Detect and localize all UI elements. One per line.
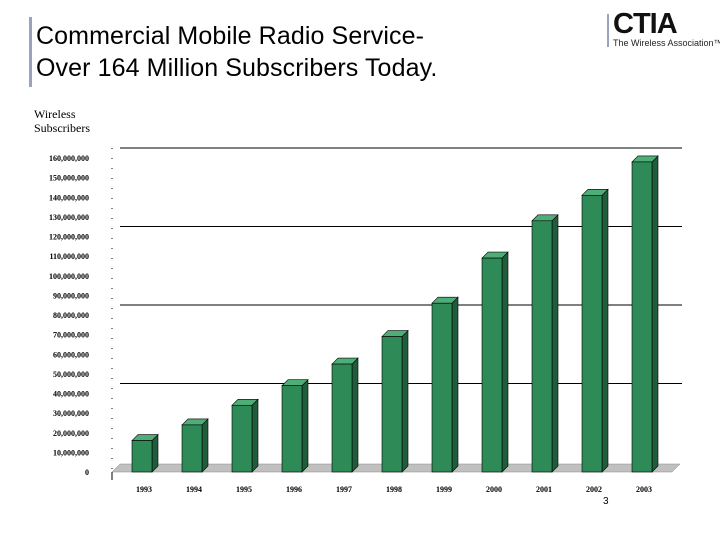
x-tick-label: 2002 xyxy=(586,485,602,494)
bar-2000 xyxy=(481,257,503,473)
bar-1996 xyxy=(281,385,303,473)
bar-2003 xyxy=(631,161,653,473)
y-tick-label: 30,000,000 xyxy=(53,409,89,418)
bar-side-1998 xyxy=(401,329,409,473)
y-tick-label: 0 xyxy=(85,468,89,477)
bar-side-1999 xyxy=(451,296,459,473)
bar-1999 xyxy=(431,302,453,473)
title-accent-bar xyxy=(29,17,32,87)
y-tick-label: 140,000,000 xyxy=(49,193,89,202)
bar-side-2002 xyxy=(601,188,609,473)
x-tick-label: 1993 xyxy=(136,485,152,494)
y-tick-label: 90,000,000 xyxy=(53,291,89,300)
y-axis-label: Wireless Subscribers xyxy=(34,107,90,135)
bar-side-1996 xyxy=(301,378,309,473)
slide-title-line-2: Over 164 Million Subscribers Today. xyxy=(36,54,438,82)
y-tick-label: 60,000,000 xyxy=(53,350,89,359)
x-tick-label: 1995 xyxy=(236,485,252,494)
bar-side-2001 xyxy=(551,214,559,473)
y-tick-label: 80,000,000 xyxy=(53,311,89,320)
y-tick-label: 130,000,000 xyxy=(49,213,89,222)
bar-2001 xyxy=(531,220,553,473)
ctia-logo-tagline: The Wireless Association™ xyxy=(613,38,720,48)
x-tick-label: 2003 xyxy=(636,485,652,494)
bar-1997 xyxy=(331,363,353,473)
bar-side-2000 xyxy=(501,251,509,473)
logo-accent-bar xyxy=(607,14,609,47)
x-tick-label: 1998 xyxy=(386,485,402,494)
y-tick-label: 50,000,000 xyxy=(53,370,89,379)
x-tick-label: 1996 xyxy=(286,485,302,494)
y-tick-label: 10,000,000 xyxy=(53,448,89,457)
bar-2002 xyxy=(581,194,603,473)
bar-1994 xyxy=(181,424,203,473)
slide-title-line-1: Commercial Mobile Radio Service- xyxy=(36,22,425,50)
x-tick-label: 1999 xyxy=(436,485,452,494)
bar-side-1993 xyxy=(151,433,159,473)
bar-1998 xyxy=(381,336,403,473)
y-tick-label: 40,000,000 xyxy=(53,390,89,399)
x-tick-label: 2001 xyxy=(536,485,552,494)
x-tick-label: 1994 xyxy=(186,485,202,494)
y-tick-label: 100,000,000 xyxy=(49,272,89,281)
bar-1995 xyxy=(231,404,253,473)
page-number: 3 xyxy=(603,496,609,507)
y-axis-label-line-2: Subscribers xyxy=(34,121,90,135)
bar-side-2003 xyxy=(651,155,659,473)
ctia-logo: CTIA xyxy=(613,8,678,40)
y-tick-label: 120,000,000 xyxy=(49,233,89,242)
bar-side-1995 xyxy=(251,398,259,473)
bar-side-1997 xyxy=(351,357,359,473)
y-axis-label-line-1: Wireless xyxy=(34,107,76,121)
y-tick-label: 110,000,000 xyxy=(49,252,89,261)
y-tick-label: 70,000,000 xyxy=(53,331,89,340)
bar-1993 xyxy=(131,440,153,473)
x-tick-label: 2000 xyxy=(486,485,502,494)
y-tick-label: 160,000,000 xyxy=(49,154,89,163)
y-tick-label: 20,000,000 xyxy=(53,429,89,438)
x-tick-label: 1997 xyxy=(336,485,352,494)
y-tick-label: 150,000,000 xyxy=(49,174,89,183)
bar-side-1994 xyxy=(201,418,209,473)
